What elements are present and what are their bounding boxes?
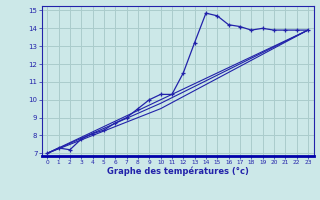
X-axis label: Graphe des températures (°c): Graphe des températures (°c) — [107, 167, 249, 176]
